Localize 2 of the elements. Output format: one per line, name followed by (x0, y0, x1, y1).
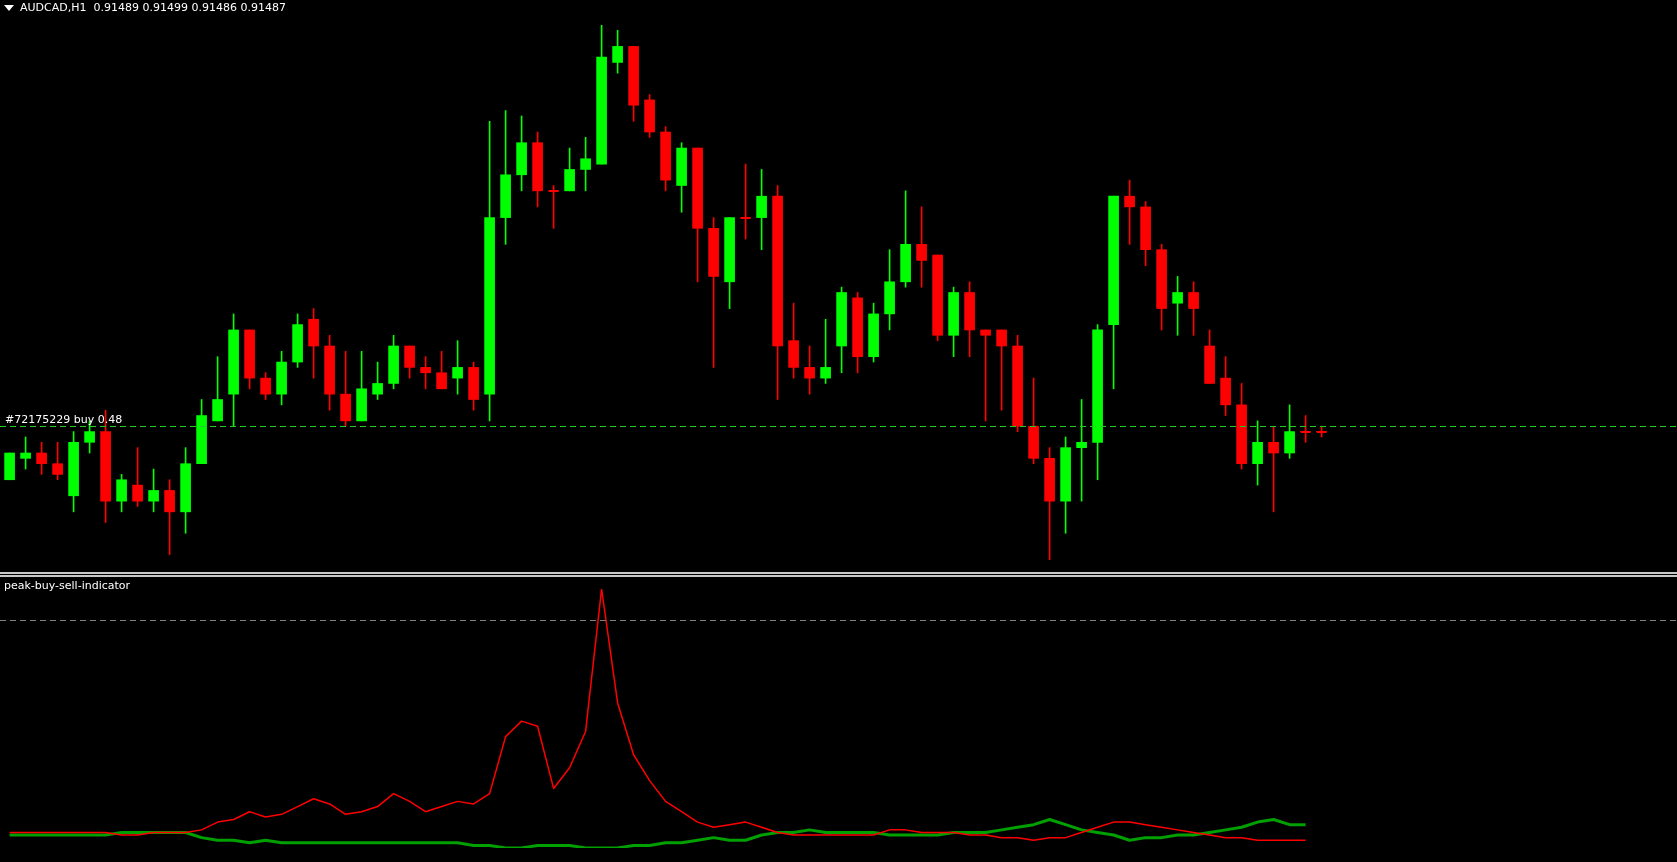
chart-title: peak-buy-sell-indicator (4, 579, 131, 592)
chart-title: AUDCAD,H1 0.91489 0.91499 0.91486 0.91487 (20, 1, 286, 14)
